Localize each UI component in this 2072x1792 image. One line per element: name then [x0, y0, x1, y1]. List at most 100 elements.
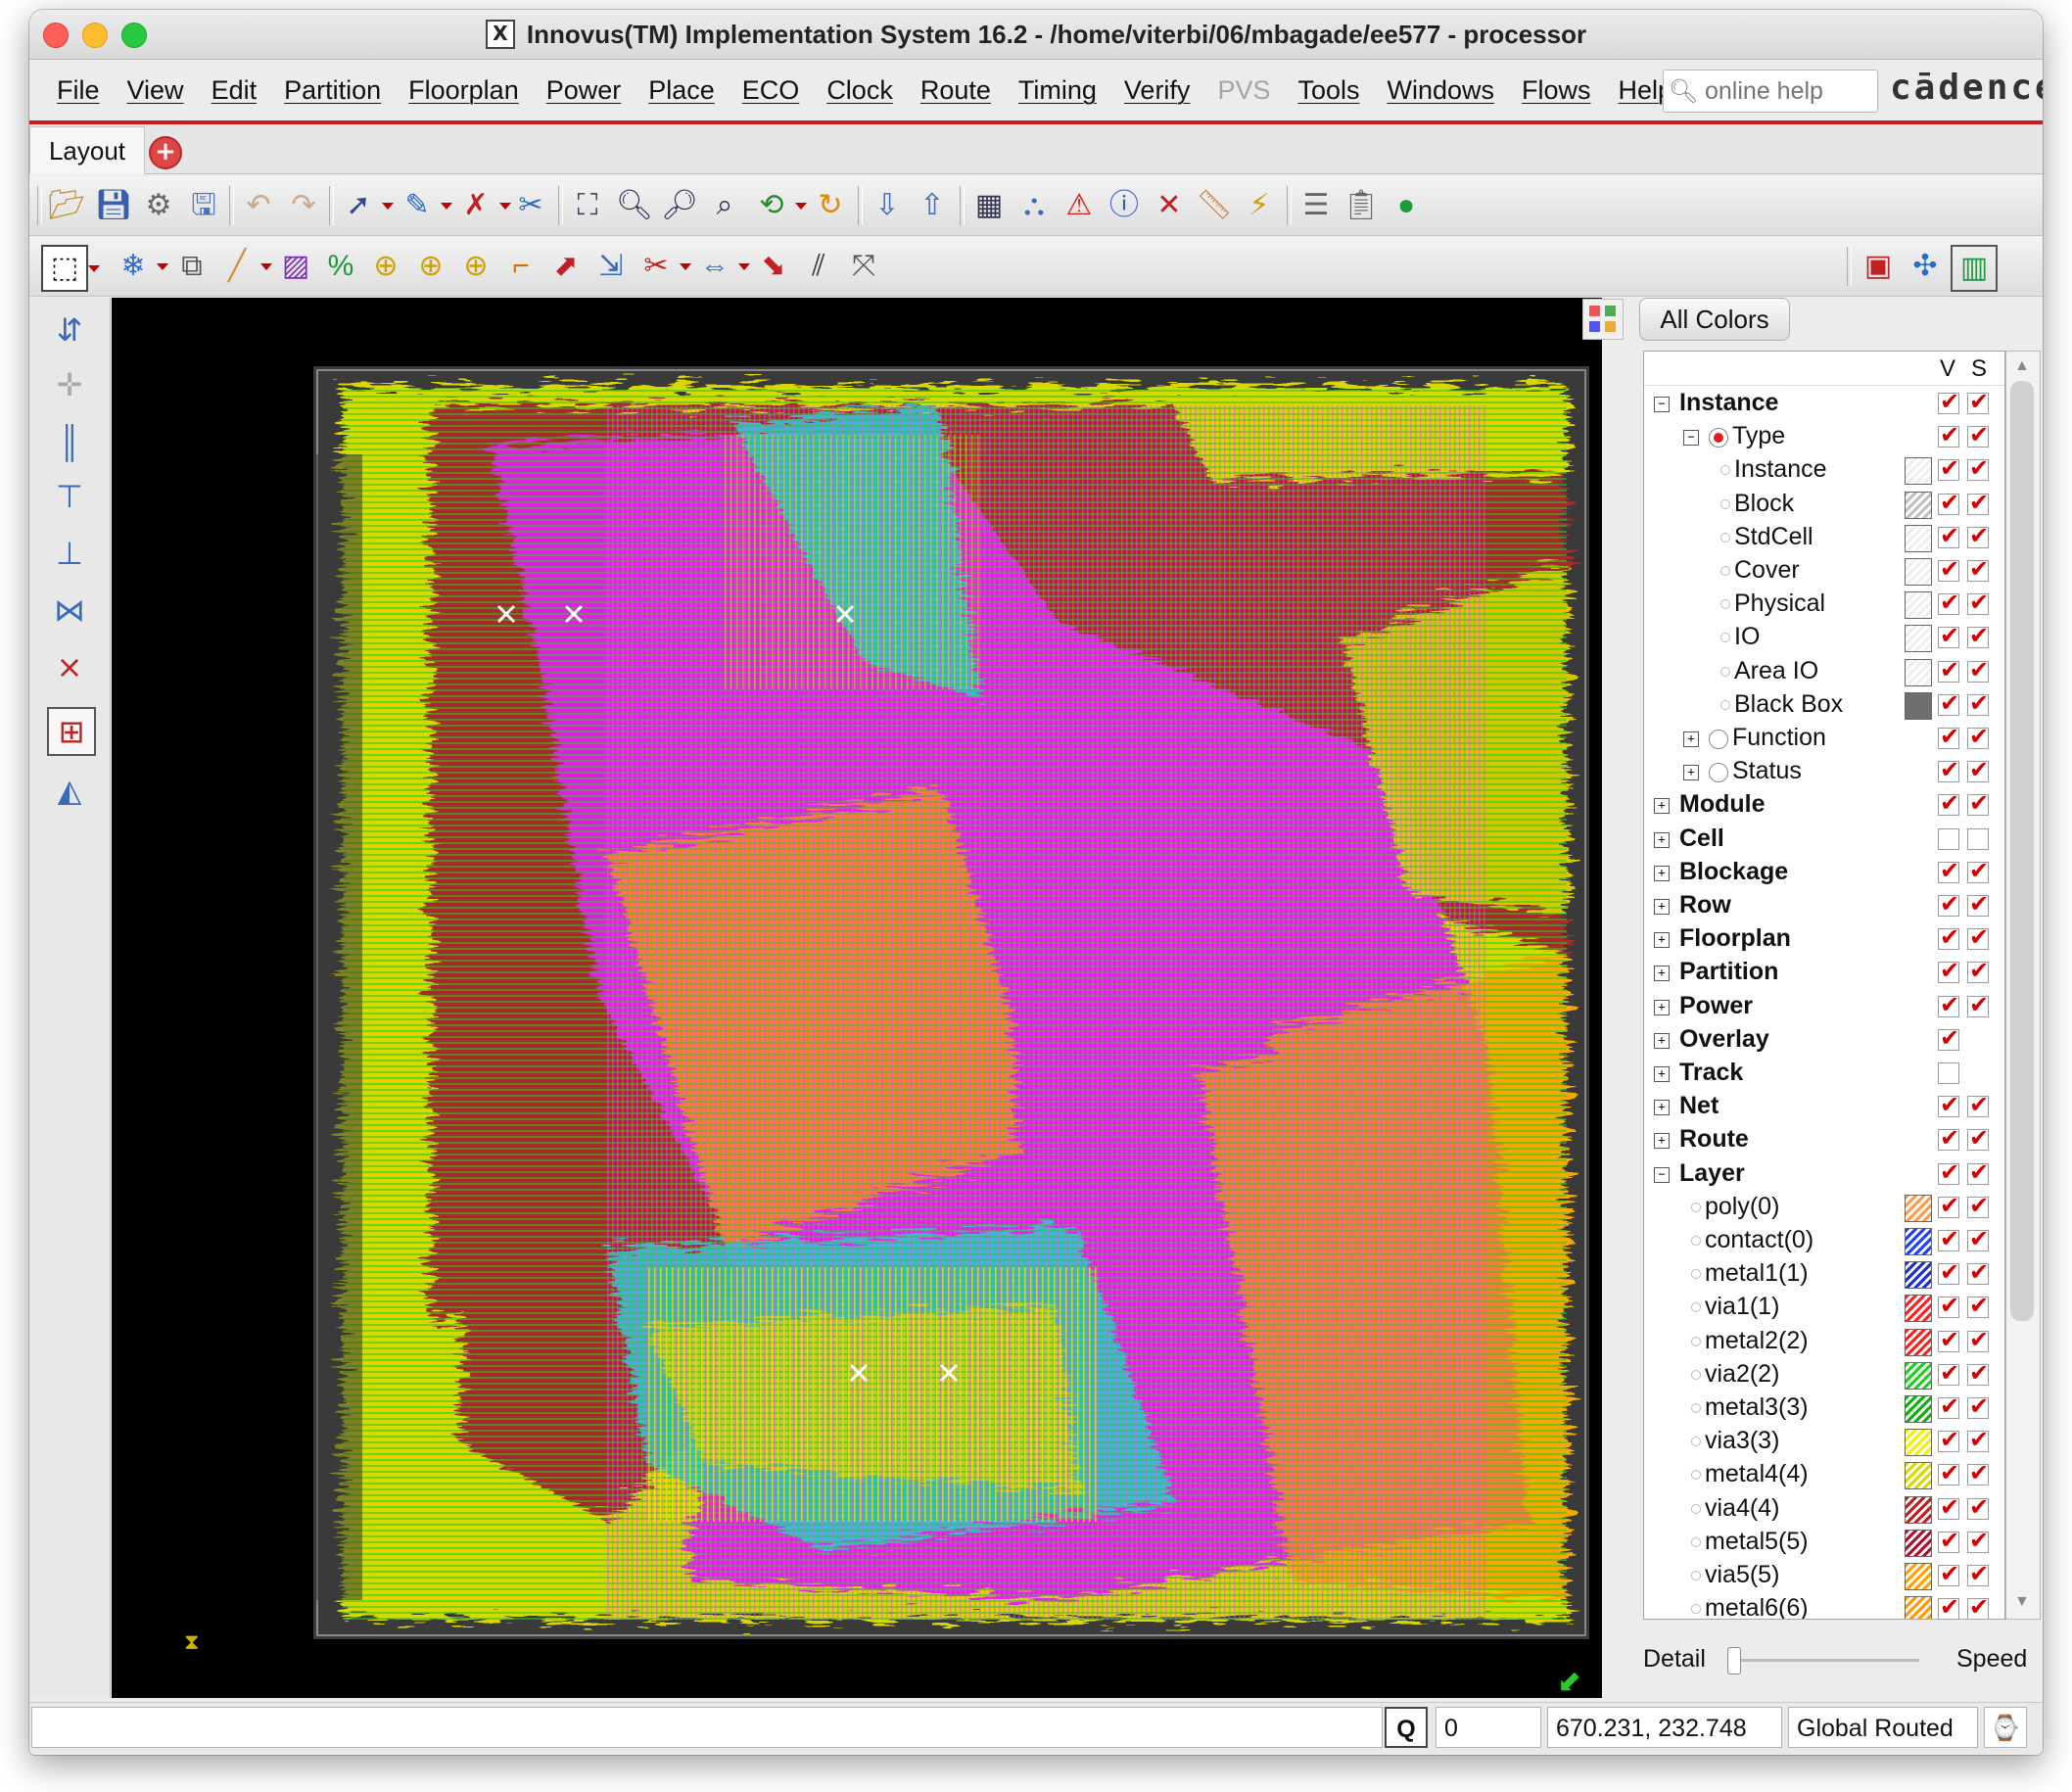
- visible-checkbox[interactable]: [1938, 1292, 1959, 1319]
- layout-canvas[interactable]: ⧗ ⬋: [112, 298, 1602, 1698]
- triangle-tool-icon[interactable]: ◭: [57, 773, 82, 808]
- tree-row-metal6-6-[interactable]: metal6(6): [1644, 1592, 2004, 1619]
- color-swatch[interactable]: [1905, 1194, 1932, 1222]
- collapse-icon[interactable]: −: [1654, 1166, 1670, 1183]
- menu-file[interactable]: File: [57, 75, 100, 105]
- push-down-icon[interactable]: ⇩: [874, 189, 900, 221]
- tree-row-metal3-3-[interactable]: metal3(3): [1644, 1391, 2004, 1425]
- tree-row-metal5-5-[interactable]: metal5(5): [1644, 1526, 2004, 1559]
- panel-layout-icon[interactable]: ▦: [974, 189, 1004, 221]
- selectable-checkbox[interactable]: [1967, 1359, 1989, 1387]
- add-cell-icon[interactable]: ⊕: [373, 250, 399, 282]
- tree-row-net[interactable]: + Net: [1644, 1090, 2004, 1123]
- color-swatch[interactable]: [1905, 591, 1932, 620]
- color-swatch[interactable]: [1905, 1596, 1932, 1619]
- percent-icon[interactable]: %: [327, 250, 354, 282]
- selectable-checkbox[interactable]: [1967, 589, 1989, 616]
- query-button[interactable]: Q: [1385, 1707, 1428, 1748]
- pop-up-icon[interactable]: ⇧: [919, 189, 945, 221]
- visible-checkbox[interactable]: [1938, 555, 1959, 583]
- color-palette-icon[interactable]: [1582, 299, 1624, 340]
- selectable-checkbox[interactable]: [1967, 1292, 1989, 1319]
- menu-place[interactable]: Place: [648, 75, 715, 105]
- notes-icon[interactable]: 📋︎: [1342, 189, 1381, 221]
- delete-wire-icon[interactable]: ✗: [454, 184, 511, 227]
- all-colors-button[interactable]: All Colors: [1639, 298, 1790, 341]
- slider-track[interactable]: [1733, 1659, 1919, 1662]
- color-swatch[interactable]: [1905, 1261, 1932, 1290]
- visible-checkbox[interactable]: [1938, 1091, 1959, 1118]
- selectable-checkbox[interactable]: [1967, 957, 1989, 984]
- tree-row-via5-5-[interactable]: via5(5): [1644, 1559, 2004, 1592]
- selectable-checkbox[interactable]: [1967, 890, 1989, 918]
- menu-clock[interactable]: Clock: [826, 75, 893, 105]
- vertical-bars-icon[interactable]: ║: [58, 423, 81, 459]
- tree-row-contact-0-[interactable]: contact(0): [1644, 1224, 2004, 1257]
- select-tool-icon[interactable]: ➚: [337, 184, 394, 227]
- selectable-checkbox[interactable]: [1967, 723, 1989, 750]
- tree-row-metal2-2-[interactable]: metal2(2): [1644, 1325, 2004, 1358]
- online-help-search[interactable]: 🔍︎: [1663, 70, 1878, 113]
- tab-layout[interactable]: Layout: [29, 126, 145, 174]
- fit-icon[interactable]: ⛶: [577, 189, 598, 221]
- selectable-checkbox[interactable]: [1967, 1192, 1989, 1219]
- properties-icon[interactable]: ☰: [1302, 189, 1330, 221]
- color-swatch[interactable]: [1905, 625, 1932, 653]
- undo-icon[interactable]: ↶: [246, 189, 271, 221]
- selectable-checkbox[interactable]: [1967, 689, 1989, 717]
- color-swatch[interactable]: [1905, 1429, 1932, 1457]
- selectable-checkbox[interactable]: [1967, 656, 1989, 684]
- minimize-window-button[interactable]: [82, 23, 108, 48]
- edit-wire-icon[interactable]: ✎: [396, 184, 452, 227]
- menu-windows[interactable]: Windows: [1387, 75, 1495, 105]
- color-swatch[interactable]: [1905, 1495, 1932, 1524]
- gear-icon[interactable]: ⚙: [145, 189, 172, 221]
- tree-row-floorplan[interactable]: + Floorplan: [1644, 922, 2004, 956]
- color-swatch[interactable]: [1905, 1295, 1932, 1323]
- visible-checkbox[interactable]: [1938, 489, 1959, 516]
- crosshair-icon[interactable]: ✛: [56, 367, 83, 402]
- resize-arrow-icon[interactable]: ⬋: [1557, 1666, 1582, 1698]
- visible-checkbox[interactable]: [1938, 689, 1959, 717]
- color-swatch[interactable]: [1905, 1328, 1932, 1356]
- color-swatch[interactable]: [1905, 457, 1932, 486]
- route-path-icon[interactable]: ⌐: [512, 250, 530, 282]
- menu-partition[interactable]: Partition: [284, 75, 382, 105]
- expand-icon[interactable]: +: [1683, 765, 1699, 781]
- expand-icon[interactable]: +: [1654, 1032, 1670, 1049]
- visible-checkbox[interactable]: [1938, 957, 1959, 984]
- align-middle-icon[interactable]: ⊥: [56, 536, 83, 571]
- selectable-checkbox[interactable]: [1967, 827, 1989, 850]
- selectable-checkbox[interactable]: [1967, 1091, 1989, 1118]
- selectable-checkbox[interactable]: [1967, 756, 1989, 783]
- tree-row-instance[interactable]: Instance: [1644, 453, 2004, 487]
- snap-icon[interactable]: ⤧: [852, 250, 875, 282]
- visible-checkbox[interactable]: [1938, 1326, 1959, 1353]
- puzzle-icon[interactable]: ✣: [1912, 250, 1938, 282]
- menu-tools[interactable]: Tools: [1297, 75, 1360, 105]
- visible-checkbox[interactable]: [1938, 622, 1959, 649]
- visible-checkbox[interactable]: [1938, 1225, 1959, 1252]
- refresh-icon[interactable]: ↻: [818, 189, 843, 221]
- radio-button[interactable]: [1709, 730, 1728, 749]
- menu-power[interactable]: Power: [545, 75, 622, 105]
- color-swatch[interactable]: [1905, 1462, 1932, 1490]
- panel-toggle-icon[interactable]: ▥: [1951, 245, 1998, 292]
- visible-checkbox[interactable]: [1938, 723, 1959, 750]
- menu-flows[interactable]: Flows: [1522, 75, 1591, 105]
- visible-checkbox[interactable]: [1938, 991, 1959, 1018]
- selectable-checkbox[interactable]: [1967, 789, 1989, 817]
- scroll-up-icon[interactable]: ▲: [2014, 357, 2030, 374]
- tree-row-cover[interactable]: Cover: [1644, 554, 2004, 588]
- tree-row-partition[interactable]: + Partition: [1644, 956, 2004, 989]
- close-window-button[interactable]: [43, 23, 69, 48]
- selectable-checkbox[interactable]: [1967, 1527, 1989, 1554]
- color-swatch[interactable]: [1905, 558, 1932, 586]
- collapse-icon[interactable]: −: [1683, 430, 1699, 447]
- move-icon[interactable]: ⬈: [553, 250, 579, 282]
- tree-row-row[interactable]: + Row: [1644, 889, 2004, 922]
- tree-row-blockage[interactable]: + Blockage: [1644, 856, 2004, 889]
- visible-checkbox[interactable]: [1938, 1493, 1959, 1521]
- selectable-checkbox[interactable]: [1967, 421, 1989, 448]
- warning-icon[interactable]: ⚠: [1065, 189, 1093, 221]
